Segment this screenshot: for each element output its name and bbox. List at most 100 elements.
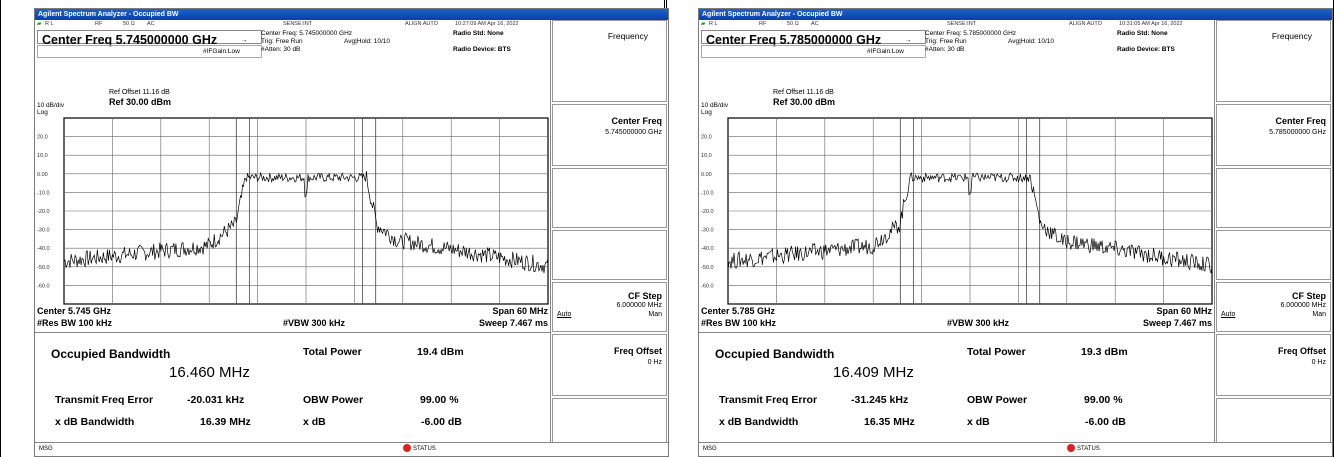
atten-label: #Atten: 30 dB: [261, 46, 301, 53]
message-bar: MSG STATUS: [35, 442, 668, 456]
atten-label: #Atten: 30 dB: [925, 46, 965, 53]
header-panel: Center Freq 5.745000000 GHz Center Freq:…: [35, 29, 550, 76]
window-title: Agilent Spectrum Analyzer - Occupied BW: [699, 9, 1332, 20]
softkey-blank-2[interactable]: [552, 230, 667, 280]
res-bw-label: #Res BW 100 kHz: [701, 318, 777, 328]
status-text: STATUS: [413, 446, 436, 452]
y-tick-label: -40.0: [37, 246, 50, 252]
softkey-blank-3[interactable]: [552, 398, 667, 444]
status-text: STATUS: [1077, 446, 1100, 452]
frequency-menu-title: Frequency: [552, 20, 667, 102]
timestamp: 10:27:09 AM Apr 16, 2022: [455, 21, 519, 27]
align-indicator: ALIGN AUTO: [1069, 21, 1102, 27]
softkey-panel: Frequency Center Freq 5.785000000 GHz CF…: [1214, 20, 1332, 445]
tfe-value: -20.031 kHz: [187, 394, 245, 406]
sweep-label: Sweep 7.467 ms: [1142, 318, 1212, 328]
y-tick-label: 0.00: [37, 172, 48, 178]
ref-panel: Ref Offset 11.16 dB Ref 30.00 dBm 10 dB/…: [35, 76, 550, 116]
y-tick-label: -50.0: [37, 265, 50, 271]
man-option[interactable]: Man: [648, 311, 662, 318]
status-indicator[interactable]: STATUS: [403, 443, 436, 456]
obw-power-value: 99.00 %: [420, 394, 459, 406]
softkey-freq-offset[interactable]: Freq Offset 0 Hz: [1216, 334, 1331, 396]
occ-bw-value: 16.409 MHz: [833, 364, 914, 381]
spectrum-plot: 20.0 10.0 0.00 -10.0 -20.0 -30.0 -40.0 -50.0 -60…: [699, 116, 1214, 306]
occ-bw-label: Occupied Bandwidth: [715, 347, 835, 361]
status-indicator[interactable]: STATUS: [1067, 443, 1100, 456]
msg-label: MSG: [39, 446, 53, 452]
header-panel: Center Freq 5.785000000 GHz Center Freq:…: [699, 29, 1214, 76]
softkey-blank-2[interactable]: [1216, 230, 1331, 280]
footer-line-1: Center 5.745 GHz Span 60 MHz: [37, 306, 550, 318]
total-power-value: 19.3 dBm: [1081, 346, 1128, 358]
status-icon: [403, 444, 411, 453]
ifgain-label: #IFGain:Low: [867, 48, 904, 55]
xdb-bw-value: 16.35 MHz: [864, 416, 915, 428]
trig-label: Trig: Free Run: [925, 38, 967, 45]
xdb-bw-value: 16.39 MHz: [200, 416, 251, 428]
xdb-value: -6.00 dB: [1085, 416, 1126, 428]
vbw-label: #VBW 300 kHz: [283, 318, 346, 328]
measurement-panel: Occupied Bandwidth 16.460 MHz Total Powe…: [35, 332, 550, 447]
spectrum-plot: 20.0 10.0 0.00 -10.0 -20.0 -30.0 -40.0 -50.0 -60…: [35, 116, 550, 306]
auto-option[interactable]: Auto: [1221, 311, 1236, 318]
footer-line-2: #Res BW 100 kHz #VBW 300 kHz Sweep 7.467…: [37, 318, 550, 330]
xdb-bw-label: x dB Bandwidth: [55, 416, 135, 428]
ref-level: Ref 30.00 dBm: [773, 97, 836, 107]
auto-option[interactable]: Auto: [557, 311, 572, 318]
trigger-arrow-icon: →: [241, 37, 248, 44]
softkey-cf-step[interactable]: CF Step 6.000000 MHz Auto Man: [1216, 282, 1331, 332]
lxi-icon: ▰: [37, 21, 42, 27]
center-freq-box[interactable]: Center Freq 5.745000000 GHz: [37, 30, 262, 47]
total-power-label: Total Power: [303, 346, 362, 358]
avg-hold-label: Avg|Hold: 10/10: [344, 38, 391, 45]
y-tick-label: -30.0: [701, 228, 714, 234]
scale-div: 10 dB/div: [701, 102, 729, 109]
softkey-center-freq[interactable]: Center Freq 5.745000000 GHz: [552, 104, 667, 166]
y-tick-label: 20.0: [37, 135, 48, 141]
y-tick-label: 10.0: [701, 153, 712, 159]
ref-offset: Ref Offset 11.16 dB: [773, 89, 834, 96]
vbw-label: #VBW 300 kHz: [947, 318, 1010, 328]
rf-indicator: RF: [95, 21, 103, 27]
spectrum-graph: 20.0 10.0 0.00 -10.0 -20.0 -30.0 -40.0 -50.0 -60…: [701, 117, 1213, 305]
status-row: ▰ R L RF 50 Ω AC SENSE:INT ALIGN AUTO 10…: [35, 20, 550, 29]
sense-indicator: SENSE:INT: [283, 21, 313, 27]
softkey-blank-1[interactable]: [1216, 168, 1331, 228]
softkey-blank-1[interactable]: [552, 168, 667, 228]
man-option[interactable]: Man: [1312, 311, 1326, 318]
xdb-label: x dB: [967, 416, 990, 428]
footer-line-2: #Res BW 100 kHz #VBW 300 kHz Sweep 7.467…: [701, 318, 1214, 330]
softkey-center-freq[interactable]: Center Freq 5.785000000 GHz: [1216, 104, 1331, 166]
tfe-value: -31.245 kHz: [851, 394, 909, 406]
tfe-label: Transmit Freq Error: [55, 394, 154, 406]
sense-indicator: SENSE:INT: [947, 21, 977, 27]
softkey-freq-offset[interactable]: Freq Offset 0 Hz: [552, 334, 667, 396]
y-tick-label: -10.0: [37, 190, 50, 196]
span-label: Span 60 MHz: [492, 306, 548, 316]
y-tick-label: -20.0: [701, 209, 714, 215]
total-power-value: 19.4 dBm: [417, 346, 464, 358]
center-freq-box[interactable]: Center Freq 5.785000000 GHz: [701, 30, 926, 47]
footer-line-1: Center 5.785 GHz Span 60 MHz: [701, 306, 1214, 318]
softkey-cf-step[interactable]: CF Step 6.000000 MHz Auto Man: [552, 282, 667, 332]
radio-std-label: Radio Std: None: [453, 30, 504, 37]
impedance-indicator: 50 Ω: [123, 21, 135, 27]
log-label: Log: [37, 109, 48, 116]
total-power-label: Total Power: [967, 346, 1026, 358]
spectrum-trace: [63, 170, 549, 274]
y-tick-label: -20.0: [37, 209, 50, 215]
entry-field[interactable]: [701, 45, 926, 58]
radio-std-label: Radio Std: None: [1117, 30, 1168, 37]
trigger-arrow-icon: →: [905, 37, 912, 44]
entry-field[interactable]: [37, 45, 262, 58]
softkey-blank-3[interactable]: [1216, 398, 1331, 444]
center-bottom: Center 5.745 GHz: [37, 306, 112, 316]
coupling-indicator: AC: [147, 21, 155, 27]
timestamp: 10:31:05 AM Apr 16, 2022: [1119, 21, 1183, 27]
msg-label: MSG: [703, 446, 717, 452]
xdb-value: -6.00 dB: [421, 416, 462, 428]
rl-indicator: R L: [709, 21, 718, 27]
ifgain-label: #IFGain:Low: [203, 48, 240, 55]
window-title: Agilent Spectrum Analyzer - Occupied BW: [35, 9, 668, 20]
